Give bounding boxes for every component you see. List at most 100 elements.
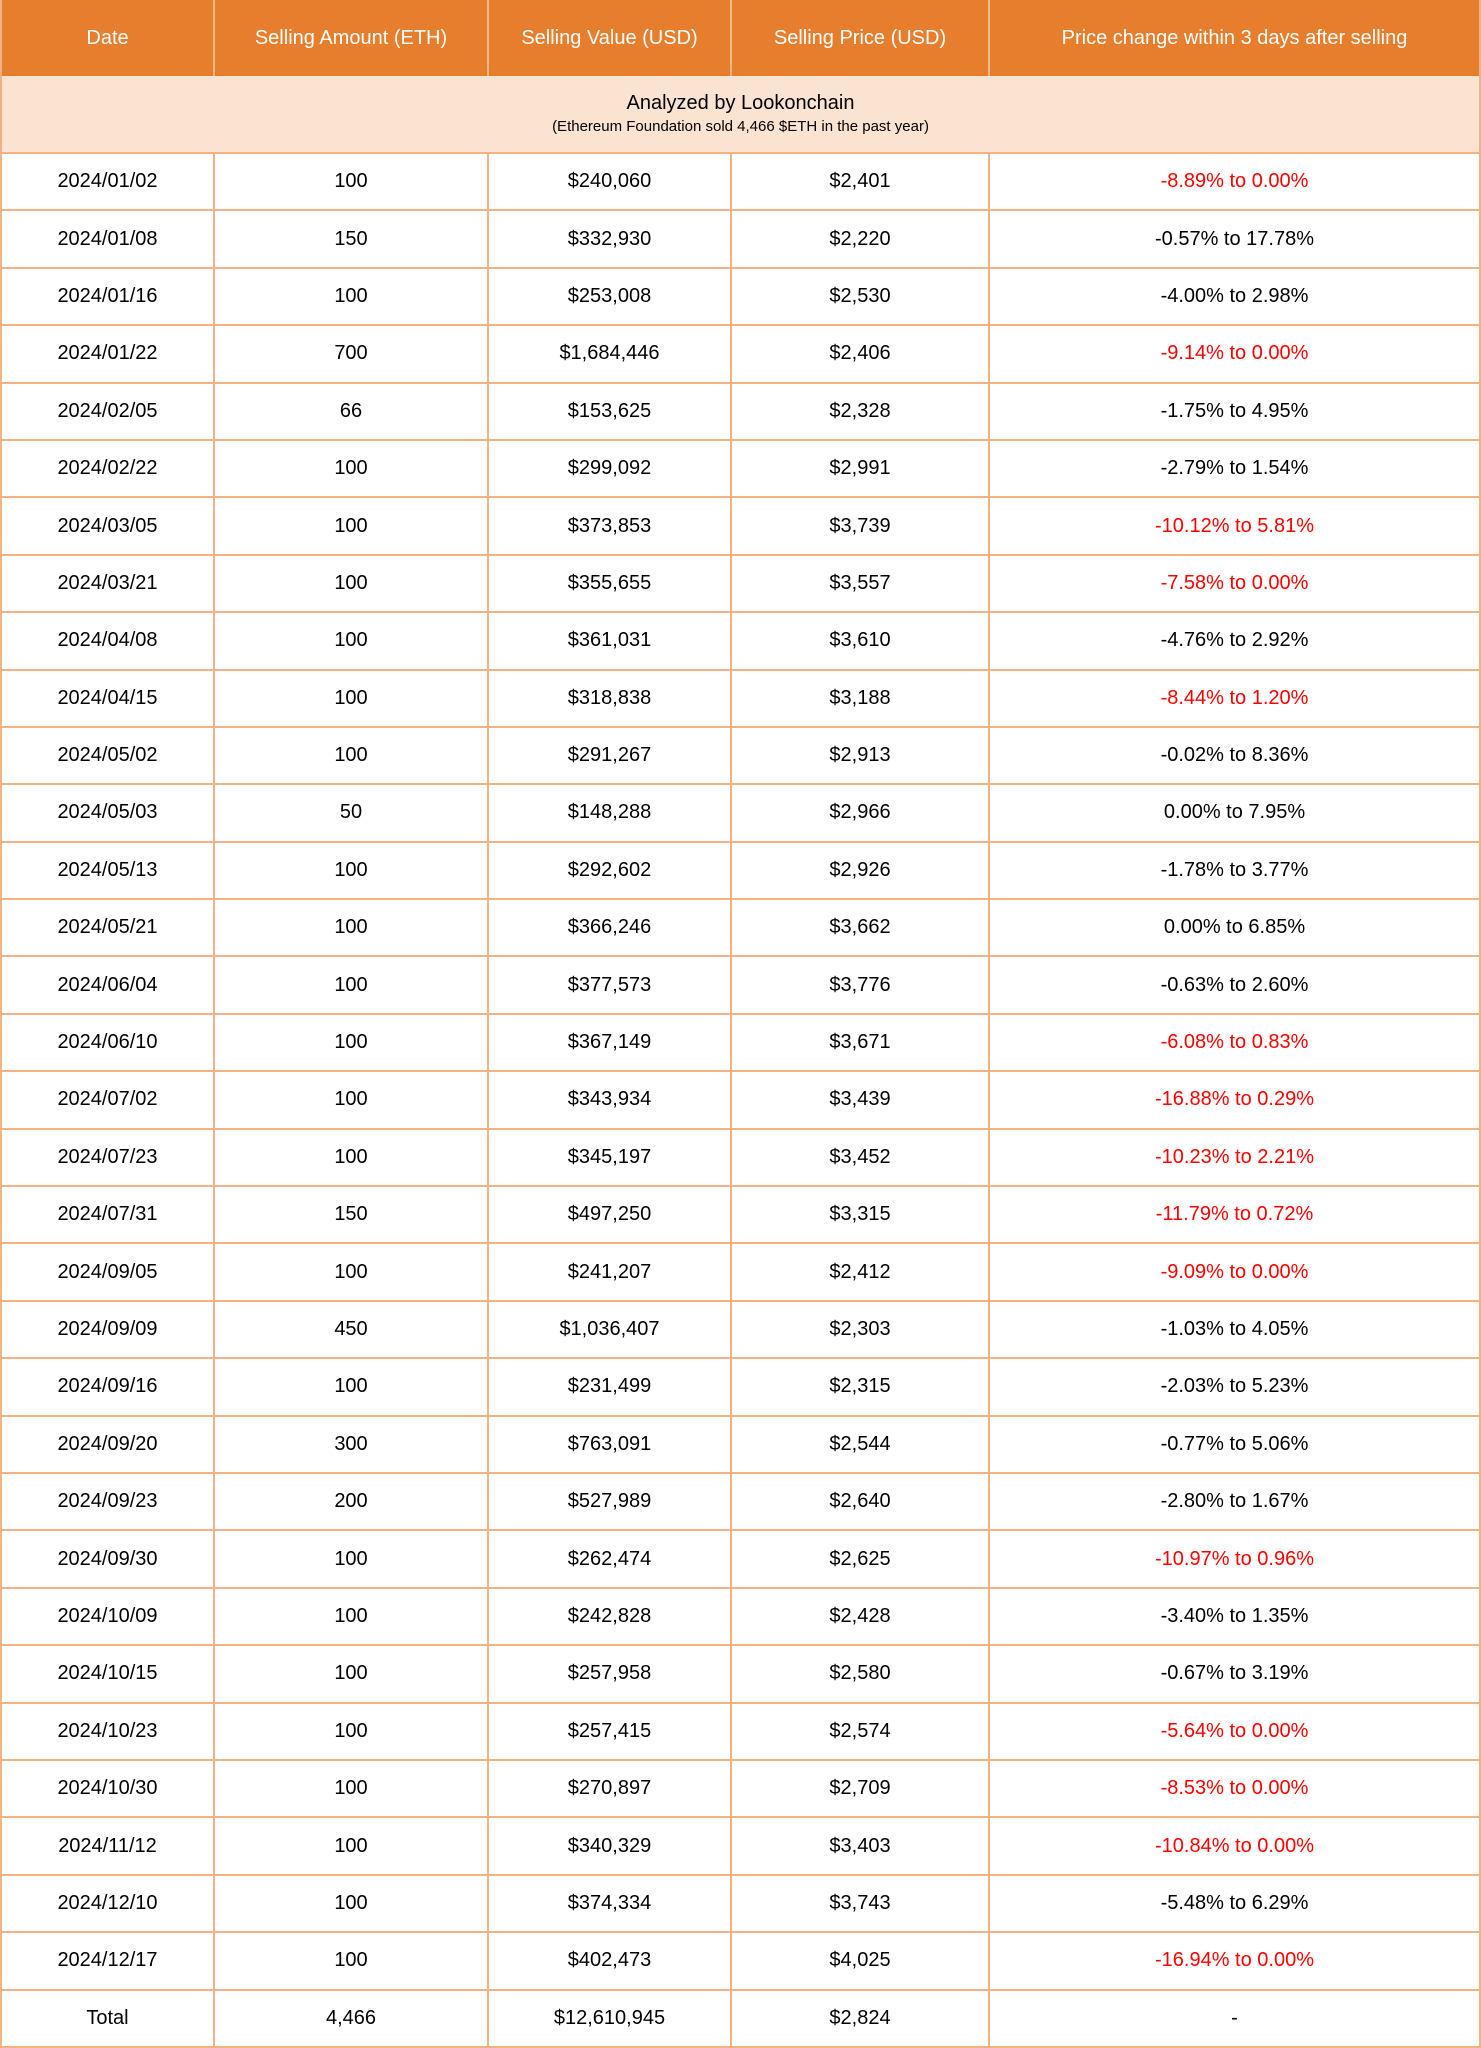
- cell-selling-value: $257,958: [489, 1646, 732, 1702]
- cell-selling-price: $3,439: [732, 1072, 990, 1128]
- cell-selling-price: $3,739: [732, 498, 990, 554]
- cell-selling-amount: 100: [215, 727, 489, 784]
- cell-date: 2024/09/16: [2, 1359, 215, 1415]
- cell-selling-value: $373,853: [489, 498, 732, 554]
- cell-selling-amount: 100: [215, 900, 489, 956]
- cell-price-change: -2.80% to 1.67%: [1160, 1490, 1309, 1513]
- table-row: 2024/09/09 450 $1,036,407 $2,303 -1.03% …: [2, 1301, 1479, 1360]
- cell-selling-price: $2,315: [732, 1359, 990, 1415]
- banner-title: Analyzed by Lookonchain: [626, 92, 855, 115]
- cell-price-change: -16.94% to 0.00%: [1155, 1949, 1314, 1972]
- cell-selling-price: $2,406: [732, 326, 990, 382]
- cell-price-change: -10.12% to 5.81%: [1155, 514, 1314, 537]
- cell-price-change: -0.67% to 3.19%: [1160, 1662, 1309, 1685]
- table-row: Total 4,466 $12,610,945 $2,824 -: [2, 1990, 1479, 2048]
- cell-selling-value: $253,008: [489, 268, 732, 325]
- cell-selling-amount: 100: [215, 670, 489, 726]
- cell-selling-price: $2,574: [732, 1703, 990, 1759]
- table-row: 2024/07/31 150 $497,250 $3,315 -11.79% t…: [2, 1187, 1479, 1245]
- cell-price-change: -3.40% to 1.35%: [1160, 1604, 1309, 1627]
- analysis-banner: Analyzed by Lookonchain (Ethereum Founda…: [2, 76, 1479, 154]
- column-header-selling-value: Selling Value (USD): [489, 0, 732, 76]
- cell-selling-price: $3,557: [732, 555, 990, 612]
- cell-date: 2024/07/31: [2, 1187, 215, 1243]
- cell-selling-price: $2,913: [732, 727, 990, 784]
- cell-selling-amount: 100: [215, 1933, 489, 1989]
- cell-date: 2024/12/10: [2, 1875, 215, 1932]
- cell-selling-price: $3,452: [732, 1129, 990, 1186]
- cell-selling-amount: 100: [215, 1072, 489, 1128]
- cell-selling-amount: 100: [215, 154, 489, 210]
- cell-selling-price: $3,662: [732, 900, 990, 956]
- cell-selling-value: $374,334: [489, 1875, 732, 1932]
- cell-selling-value: $1,036,407: [489, 1301, 732, 1358]
- cell-selling-amount: 4,466: [215, 1990, 489, 2046]
- table-row: 2024/06/04 100 $377,573 $3,776 -0.63% to…: [2, 957, 1479, 1015]
- cell-selling-amount: 100: [215, 613, 489, 669]
- cell-selling-value: $343,934: [489, 1072, 732, 1128]
- table-row: 2024/09/30 100 $262,474 $2,625 -10.97% t…: [2, 1531, 1479, 1589]
- cell-date: 2024/09/05: [2, 1244, 215, 1300]
- cell-selling-price: $2,530: [732, 268, 990, 325]
- cell-price-change: 0.00% to 7.95%: [1163, 801, 1306, 824]
- cell-price-change: -8.89% to 0.00%: [1160, 170, 1309, 193]
- cell-selling-price: $2,580: [732, 1646, 990, 1702]
- banner-subtitle: (Ethereum Foundation sold 4,466 $ETH in …: [552, 118, 929, 136]
- cell-selling-amount: 100: [215, 555, 489, 612]
- cell-date: 2024/12/17: [2, 1933, 215, 1989]
- column-header-date: Date: [2, 0, 215, 76]
- cell-price-change: -: [1231, 2006, 1238, 2029]
- cell-price-change: -10.23% to 2.21%: [1155, 1145, 1314, 1168]
- cell-selling-amount: 66: [215, 383, 489, 439]
- table-row: 2024/04/15 100 $318,838 $3,188 -8.44% to…: [2, 670, 1479, 728]
- cell-selling-price: $2,544: [732, 1416, 990, 1472]
- cell-price-change: -6.08% to 0.83%: [1160, 1031, 1309, 1054]
- cell-price-change: -4.00% to 2.98%: [1160, 284, 1309, 307]
- cell-selling-value: $377,573: [489, 957, 732, 1013]
- cell-price-change: -5.64% to 0.00%: [1160, 1719, 1309, 1742]
- cell-selling-value: $153,625: [489, 383, 732, 439]
- cell-price-change: -11.79% to 0.72%: [1155, 1203, 1314, 1226]
- cell-selling-amount: 450: [215, 1301, 489, 1358]
- cell-selling-price: $2,428: [732, 1588, 990, 1645]
- cell-price-change: -1.78% to 3.77%: [1160, 858, 1309, 881]
- cell-price-change: -9.09% to 0.00%: [1160, 1260, 1309, 1283]
- cell-selling-amount: 150: [215, 1187, 489, 1243]
- cell-selling-price: $3,610: [732, 613, 990, 669]
- table-row: 2024/10/23 100 $257,415 $2,574 -5.64% to…: [2, 1703, 1479, 1761]
- cell-price-change: -7.58% to 0.00%: [1160, 571, 1309, 594]
- column-header-selling-amount: Selling Amount (ETH): [215, 0, 489, 76]
- cell-selling-price: $2,824: [732, 1990, 990, 2046]
- cell-date: 2024/09/23: [2, 1473, 215, 1530]
- cell-selling-amount: 100: [215, 1244, 489, 1300]
- cell-selling-amount: 100: [215, 957, 489, 1013]
- table-row: 2024/05/03 50 $148,288 $2,966 0.00% to 7…: [2, 785, 1479, 843]
- cell-date: 2024/09/30: [2, 1531, 215, 1587]
- cell-date: 2024/06/10: [2, 1014, 215, 1071]
- table-row: 2024/07/02 100 $343,934 $3,439 -16.88% t…: [2, 1072, 1479, 1130]
- cell-price-change: -2.79% to 1.54%: [1160, 457, 1309, 480]
- table-row: 2024/05/21 100 $366,246 $3,662 0.00% to …: [2, 900, 1479, 958]
- cell-selling-amount: 200: [215, 1473, 489, 1530]
- table-row: 2024/09/23 200 $527,989 $2,640 -2.80% to…: [2, 1473, 1479, 1532]
- cell-selling-value: $345,197: [489, 1129, 732, 1186]
- cell-price-change: -9.14% to 0.00%: [1160, 342, 1309, 365]
- table-row: 2024/11/12 100 $340,329 $3,403 -10.84% t…: [2, 1818, 1479, 1876]
- cell-date: 2024/01/08: [2, 211, 215, 267]
- table-row: 2024/03/21 100 $355,655 $3,557 -7.58% to…: [2, 555, 1479, 614]
- cell-selling-value: $12,610,945: [489, 1990, 732, 2046]
- cell-selling-value: $231,499: [489, 1359, 732, 1415]
- cell-selling-price: $2,328: [732, 383, 990, 439]
- cell-selling-value: $257,415: [489, 1703, 732, 1759]
- cell-selling-value: $763,091: [489, 1416, 732, 1472]
- cell-selling-value: $242,828: [489, 1588, 732, 1645]
- cell-selling-value: $270,897: [489, 1760, 732, 1817]
- cell-selling-amount: 100: [215, 1129, 489, 1186]
- cell-selling-amount: 300: [215, 1416, 489, 1472]
- cell-selling-amount: 100: [215, 440, 489, 497]
- cell-date: 2024/09/20: [2, 1416, 215, 1472]
- table-row: 2024/04/08 100 $361,031 $3,610 -4.76% to…: [2, 613, 1479, 671]
- cell-selling-value: $361,031: [489, 613, 732, 669]
- table-row: 2024/07/23 100 $345,197 $3,452 -10.23% t…: [2, 1129, 1479, 1188]
- cell-date: Total: [2, 1990, 215, 2046]
